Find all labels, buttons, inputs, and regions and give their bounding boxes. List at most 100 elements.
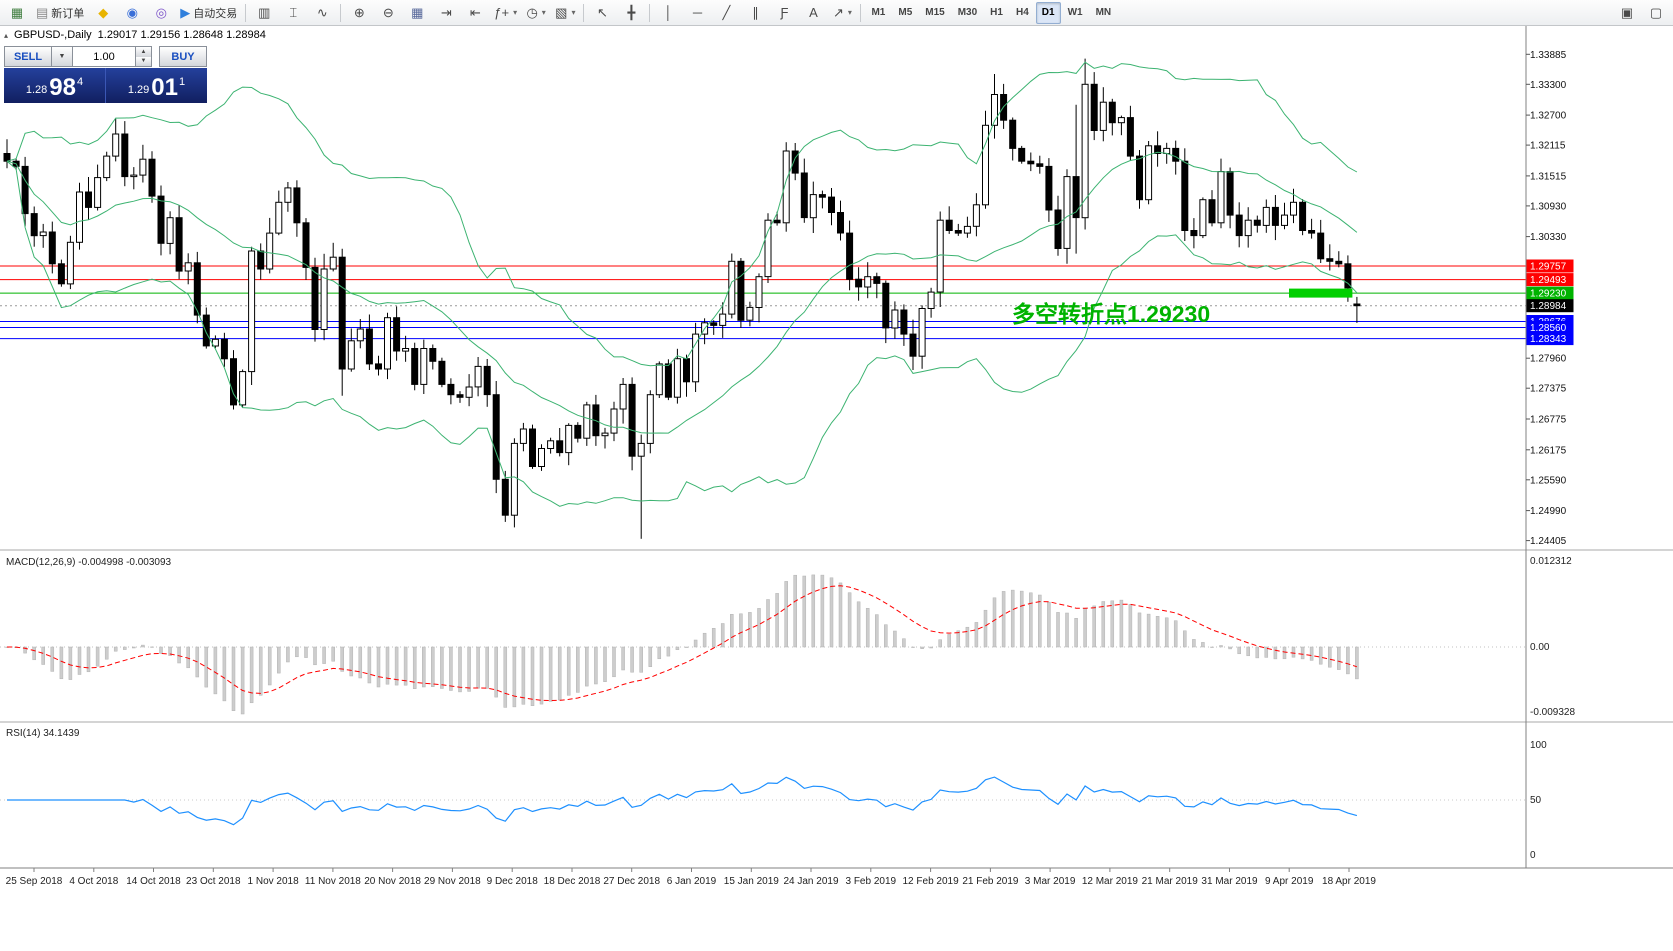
- macd-bar: [376, 646, 381, 688]
- time-axis[interactable]: 25 Sep 2018 4 Oct 2018 14 Oct 2018 23 Oct 2…: [6, 868, 1377, 887]
- timeframe-h1[interactable]: H1: [990, 7, 1003, 18]
- tile-windows-button[interactable]: ▦: [403, 1, 431, 25]
- community-button[interactable]: ◎: [147, 1, 175, 25]
- candle-body: [356, 328, 364, 342]
- candle-body: [1281, 214, 1288, 226]
- macd-bar: [222, 646, 227, 702]
- macd-bar: [893, 630, 897, 648]
- zoom-in-icon: ⊕: [353, 5, 365, 20]
- docking-button[interactable]: ▢: [1642, 1, 1670, 25]
- candle-body: [828, 196, 835, 214]
- channel-button[interactable]: ∥: [741, 1, 769, 25]
- chart-shift-button[interactable]: ⇤: [461, 1, 489, 25]
- candle-body: [411, 348, 419, 385]
- fibonacci-button[interactable]: Ƒ: [770, 1, 798, 25]
- date-label: 25 Sep 2018: [6, 876, 63, 887]
- price-scale[interactable]: 1.33885 1.33300 1.32700 1.32115 1.31515 1.309…: [1526, 50, 1574, 547]
- zoom-in-button[interactable]: ⊕: [345, 1, 373, 25]
- volume-up-button[interactable]: ▲: [136, 47, 151, 57]
- buy-button[interactable]: BUY: [159, 46, 207, 67]
- timeframe-d1[interactable]: D1: [1035, 1, 1061, 24]
- candle-body: [529, 428, 536, 467]
- macd-bar: [1101, 601, 1106, 648]
- price-tick-label: 1.27960: [1530, 354, 1567, 365]
- macd-bar: [757, 608, 761, 648]
- arrows-button-caret-icon[interactable]: ▾: [847, 8, 852, 17]
- ask-price-box[interactable]: 1.29 01 1: [106, 68, 207, 103]
- timeframe-m30[interactable]: M30: [957, 7, 978, 18]
- macd-bar: [666, 646, 671, 657]
- horizontal-lines[interactable]: [0, 265, 1526, 340]
- candle-body: [755, 276, 763, 308]
- tile-windows-icon: ▦: [411, 5, 424, 20]
- volume-dropdown-button[interactable]: ▼: [52, 46, 73, 67]
- hline-price-flag: [1526, 259, 1574, 273]
- macd-bar: [965, 626, 970, 648]
- new-order-button[interactable]: ▤ 新订单: [32, 1, 88, 25]
- indicators-button[interactable]: ƒ+ ▾: [490, 1, 521, 25]
- autotrade-button[interactable]: ▶ 自动交易: [176, 1, 241, 25]
- candle-body: [202, 314, 210, 347]
- trendline-button[interactable]: ╱: [712, 1, 740, 25]
- horizontal-line-button[interactable]: ─: [683, 1, 711, 25]
- candle-body: [66, 241, 74, 285]
- timeframe-w1[interactable]: W1: [1067, 7, 1083, 18]
- timeframe-m5[interactable]: M5: [898, 7, 913, 18]
- periods-button-caret-icon[interactable]: ▾: [541, 8, 546, 17]
- timeframe-m1[interactable]: M1: [871, 7, 886, 18]
- indicators-icon: ƒ+: [494, 5, 510, 20]
- macd-bar: [992, 597, 997, 648]
- one-click-collapse-icon[interactable]: ▴: [4, 30, 9, 40]
- macd-bar: [186, 646, 190, 669]
- arrows-icon: ↗: [832, 5, 844, 20]
- vertical-line-button[interactable]: │: [654, 1, 682, 25]
- periods-button[interactable]: ◷ ▾: [522, 1, 550, 25]
- fibonacci-icon: Ƒ: [780, 5, 789, 20]
- date-label: 23 Oct 2018: [186, 876, 241, 887]
- hline-price-flag-label: 1.29757: [1530, 262, 1567, 273]
- profile-button[interactable]: ◉: [118, 1, 146, 25]
- candle-body: [664, 363, 672, 398]
- templates-button-caret-icon[interactable]: ▾: [571, 8, 576, 17]
- arrows-button[interactable]: ↗ ▾: [828, 1, 856, 25]
- timeframe-m15[interactable]: M15: [925, 7, 945, 18]
- candle-body: [1045, 165, 1053, 211]
- timeframe-mn[interactable]: MN: [1095, 7, 1112, 18]
- zoom-out-button[interactable]: ⊖: [374, 1, 402, 25]
- crosshair-button[interactable]: ╋: [617, 1, 645, 25]
- chart-candles-button[interactable]: ⌶: [279, 1, 307, 25]
- candle-body: [1317, 232, 1325, 260]
- timeframe-h4[interactable]: H4: [1015, 7, 1029, 18]
- date-label: 12 Mar 2019: [1082, 876, 1139, 887]
- hline-price-flag: [1526, 332, 1574, 346]
- arrange-windows-button[interactable]: ▣: [1613, 1, 1641, 25]
- candle-body: [1199, 199, 1207, 237]
- templates-button[interactable]: ▧ ▾: [551, 1, 579, 25]
- volume-input[interactable]: [73, 46, 136, 67]
- auto-scroll-button[interactable]: ⇥: [432, 1, 460, 25]
- macd-bar: [847, 592, 852, 648]
- macd-bar: [403, 646, 408, 686]
- new-chart-button[interactable]: ▦: [3, 1, 31, 25]
- macd-bar: [123, 646, 127, 650]
- text-button[interactable]: A: [799, 1, 827, 25]
- candle-body: [683, 358, 690, 383]
- macd-bar: [1083, 608, 1087, 648]
- chart-line-button[interactable]: ∿: [308, 1, 336, 25]
- metaeditor-button[interactable]: ◆: [89, 1, 117, 25]
- cursor-button[interactable]: ↖: [588, 1, 616, 25]
- chart-bars-button[interactable]: ▥: [250, 1, 278, 25]
- sell-button[interactable]: SELL: [4, 46, 52, 67]
- volume-down-button[interactable]: ▼: [136, 56, 151, 66]
- macd-bar: [231, 646, 236, 711]
- candlestick-series: [3, 58, 1361, 539]
- chart-canvas[interactable]: 多空转折点1.29230 MACD(12,26,9) -0.004998 -0.0…: [0, 26, 1673, 890]
- candle-body: [818, 194, 826, 198]
- bid-price-box[interactable]: 1.28 98 4: [4, 68, 106, 103]
- chart-line-icon: ∿: [316, 5, 328, 20]
- indicators-button-caret-icon[interactable]: ▾: [513, 8, 518, 17]
- macd-bar: [594, 646, 598, 685]
- support-zone-rectangle[interactable]: [1289, 288, 1353, 298]
- macd-bar: [1219, 645, 1223, 648]
